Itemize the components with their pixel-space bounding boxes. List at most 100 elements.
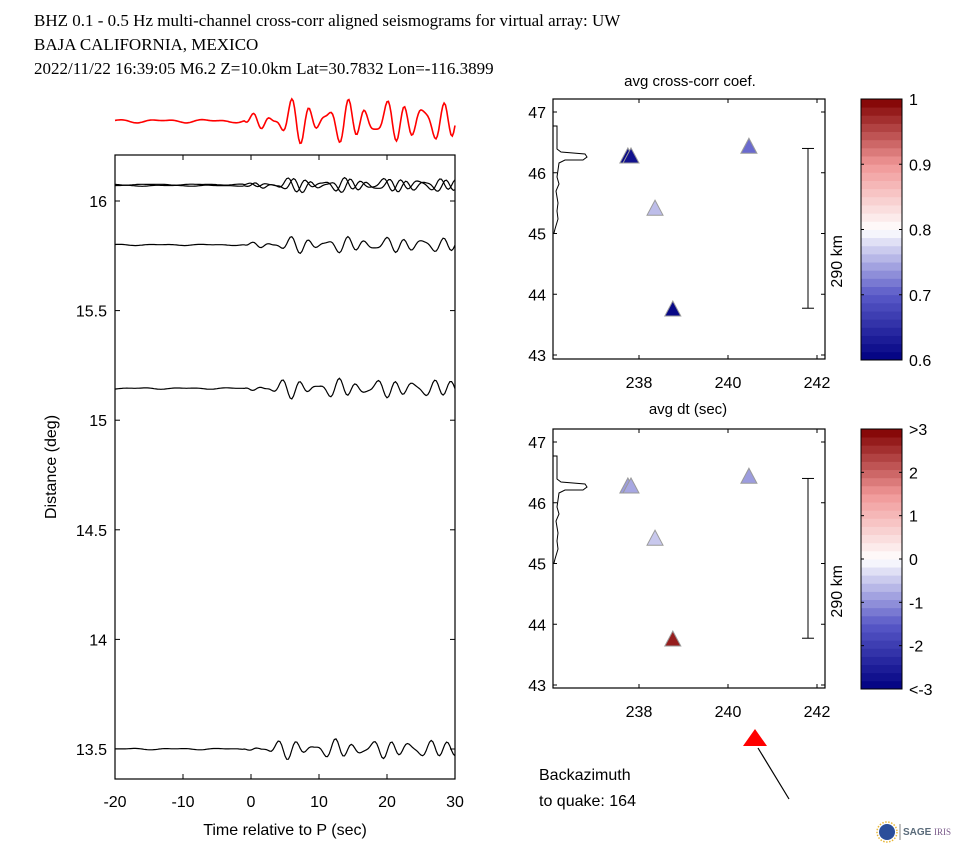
sage-iris-logo: SAGE IRIS — [876, 820, 966, 844]
section-ylabel: Distance (deg) — [43, 415, 60, 519]
backazimuth-arrow-line — [757, 747, 790, 800]
section-xlabel: Time relative to P (sec) — [203, 822, 367, 839]
colorbar-segment — [861, 583, 902, 592]
colorbar-segment — [861, 567, 902, 576]
colorbar-segment — [861, 270, 902, 279]
colorbar-segment — [861, 245, 902, 255]
colorbar-segment — [861, 253, 902, 263]
seismogram-trace-4 — [114, 377, 456, 400]
colorbar-segment — [861, 615, 902, 625]
backazimuth-label-1: Backazimuth — [539, 767, 631, 784]
colorbar-segment — [861, 550, 902, 560]
section-axes-box — [114, 154, 456, 780]
y-tick-label: 15.5 — [76, 304, 107, 321]
colorbar-segment — [861, 485, 902, 495]
map-x-tick-label: 242 — [804, 375, 831, 392]
map-y-tick-label: 46 — [528, 166, 546, 183]
colorbar-segment — [861, 469, 902, 479]
colorbar-segment — [861, 591, 902, 601]
colorbar-segment — [861, 534, 902, 544]
colorbar-segment — [861, 196, 902, 206]
colorbar-segment — [861, 107, 902, 116]
colorbar-segment — [861, 278, 902, 287]
colorbar-segment — [861, 327, 902, 336]
x-tick-label: 20 — [378, 794, 396, 811]
scale-bar-label: 290 km — [829, 565, 846, 617]
colorbar-segment — [861, 172, 902, 181]
y-tick-label: 13.5 — [76, 742, 107, 759]
scale-bar-label: 290 km — [829, 235, 846, 287]
colorbar-segment — [861, 156, 902, 165]
colorbar-segment — [861, 453, 902, 462]
station-marker — [740, 137, 758, 154]
colorbar-segment — [861, 559, 902, 568]
colorbar-segment — [861, 502, 902, 511]
colorbar-segment — [861, 672, 902, 682]
backazimuth-label-2: to quake: 164 — [539, 793, 636, 810]
y-tick-label: 16 — [89, 194, 107, 211]
colorbar-segment — [861, 319, 902, 328]
colorbar-tick-label: -2 — [909, 639, 923, 656]
map-x-tick-label: 238 — [626, 704, 653, 721]
colorbar-tick-label: <-3 — [909, 682, 933, 699]
colorbar-segment — [861, 131, 902, 141]
station-marker — [740, 467, 758, 484]
map2-axes-box — [552, 428, 826, 689]
colorbar-segment — [861, 262, 902, 271]
station-marker — [646, 529, 664, 546]
colorbar-segment — [861, 123, 902, 133]
colorbar-segment — [861, 437, 902, 446]
colorbar-tick-label: 2 — [909, 465, 918, 482]
station-marker — [646, 199, 664, 216]
colorbar-tick-label: 0.6 — [909, 353, 931, 370]
map-y-tick-label: 47 — [528, 105, 546, 122]
colorbar-segment — [861, 311, 902, 320]
map-x-tick-label: 240 — [715, 704, 742, 721]
colorbar-segment — [861, 147, 902, 157]
seismogram-trace-3 — [114, 235, 456, 255]
colorbar-tick-label: 0.9 — [909, 157, 931, 174]
y-tick-label: 14 — [89, 632, 107, 649]
map-y-tick-label: 44 — [528, 287, 546, 304]
colorbar-segment — [861, 294, 902, 304]
map-y-tick-label: 43 — [528, 678, 546, 695]
map1-axes-box — [552, 98, 826, 360]
map-x-tick-label: 238 — [626, 375, 653, 392]
colorbar-segment — [861, 99, 902, 108]
map-y-tick-label: 46 — [528, 496, 546, 513]
colorbar-tick-label: 0.8 — [909, 223, 931, 240]
colorbar-tick-label: 0 — [909, 552, 918, 569]
colorbar-segment — [861, 664, 902, 674]
colorbar-segment — [861, 624, 902, 633]
map-y-tick-label: 47 — [528, 435, 546, 452]
map1-title: avg cross-corr coef. — [624, 73, 756, 90]
map-y-tick-label: 43 — [528, 348, 546, 365]
colorbar-segment — [861, 599, 902, 609]
coastline — [553, 455, 588, 564]
colorbar-segment — [861, 494, 902, 503]
header-line-1: BHZ 0.1 - 0.5 Hz multi-channel cross-cor… — [34, 11, 621, 30]
quake-direction-marker — [743, 729, 767, 746]
colorbar-segment — [861, 188, 902, 198]
y-tick-label: 15 — [89, 413, 107, 430]
colorbar-segment — [861, 510, 902, 519]
map-y-tick-label: 45 — [528, 557, 546, 574]
colorbar-segment — [861, 229, 902, 239]
colorbar-segment — [861, 335, 902, 345]
header-line-3: 2022/11/22 16:39:05 M6.2 Z=10.0km Lat=30… — [34, 59, 494, 78]
colorbar-segment — [861, 632, 902, 641]
colorbar-segment — [861, 542, 902, 552]
colorbar-segment — [861, 680, 902, 690]
colorbar-segment — [861, 526, 902, 536]
backazimuth-indicator: Backazimuth to quake: 164 — [539, 729, 790, 810]
x-tick-label: -20 — [103, 794, 126, 811]
map-y-tick-label: 45 — [528, 227, 546, 244]
station-marker — [622, 146, 640, 164]
colorbar-segment — [861, 656, 902, 666]
colorbar-segment — [861, 115, 902, 124]
map-x-tick-label: 240 — [715, 375, 742, 392]
station-marker — [663, 629, 682, 647]
colorbar-segment — [861, 429, 902, 438]
colorbar-segment — [861, 648, 902, 657]
